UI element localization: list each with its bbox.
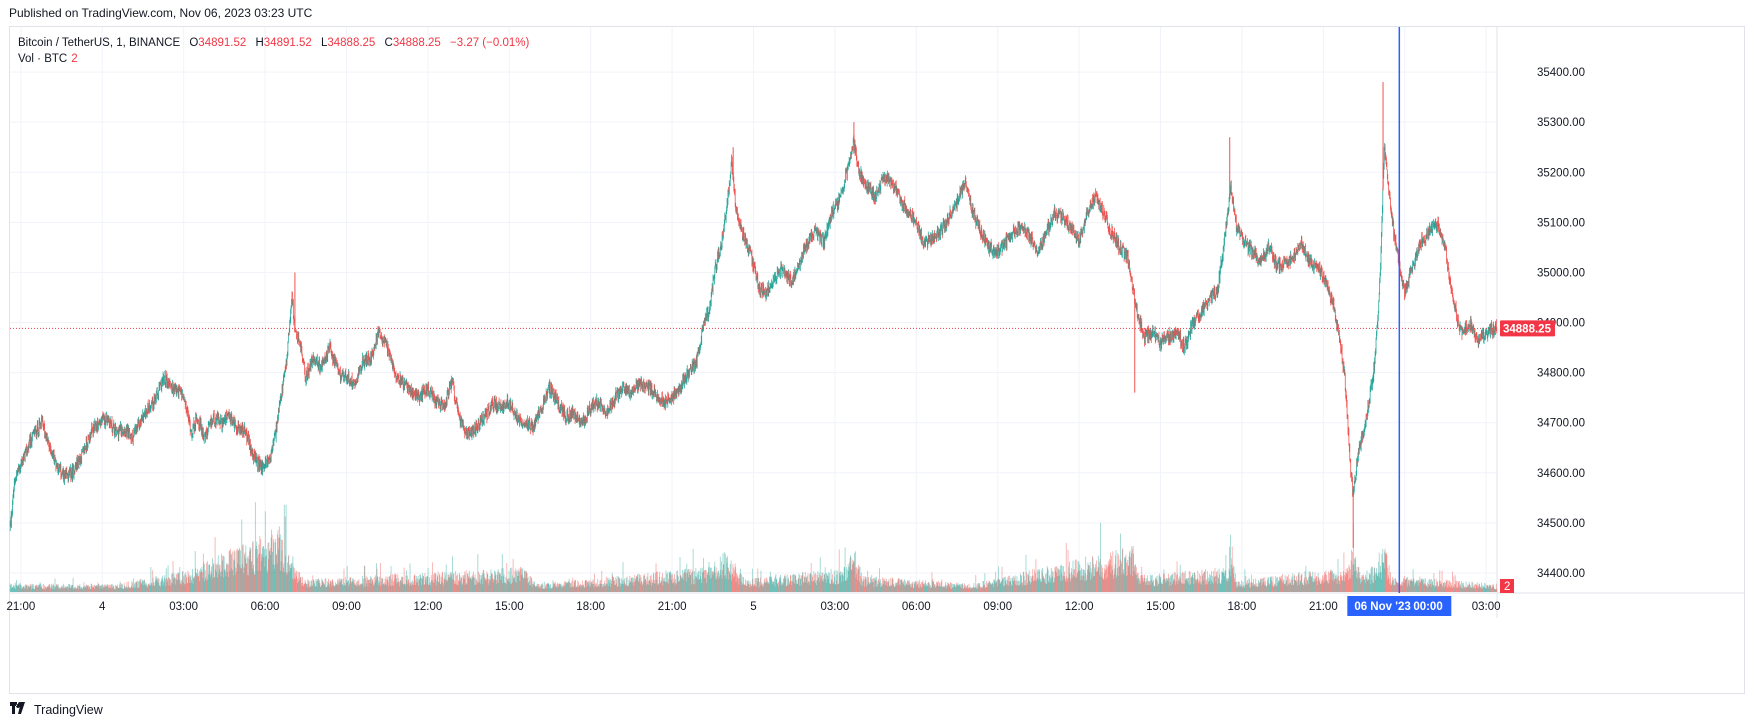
chart-frame[interactable] — [9, 26, 1745, 694]
published-caption: Published on TradingView.com, Nov 06, 20… — [9, 6, 313, 20]
price-chart[interactable]: 34400.0034500.0034600.0034700.0034800.00… — [0, 0, 1755, 700]
